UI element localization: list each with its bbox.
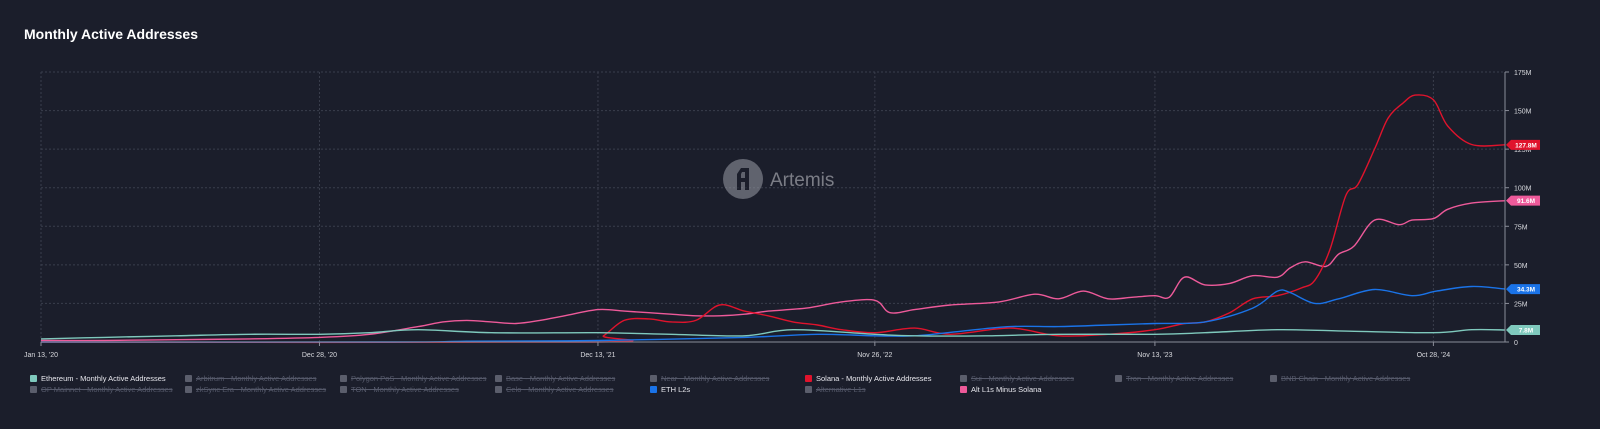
legend-label: Alternative L1s: [816, 385, 866, 394]
legend-item-ethereum-monthly-active-addresses[interactable]: Ethereum - Monthly Active Addresses: [30, 374, 166, 383]
y-tick-label: 100M: [1514, 186, 1532, 193]
end-value-badge: 7.8M: [1506, 324, 1540, 335]
x-tick-label: Dec 13, '21: [580, 352, 615, 359]
end-value-label: 7.8M: [1519, 327, 1533, 334]
line-chart: Artemis 0 25M 50M 75M 100M 125M 150M 175M Jan 13…: [24, 70, 1540, 359]
legend-item-eth-l2s[interactable]: ETH L2s: [650, 385, 690, 394]
end-value-badge: 34.3M: [1506, 284, 1540, 295]
legend-label: Ethereum - Monthly Active Addresses: [41, 374, 166, 383]
legend-item-solana-monthly-active-addresses[interactable]: Solana - Monthly Active Addresses: [805, 374, 931, 383]
end-labels: 127.8M 91.6M 34.3M 7.8M: [1506, 139, 1540, 335]
legend-swatch: [30, 386, 37, 393]
end-value-label: 34.3M: [1517, 287, 1535, 294]
legend-swatch: [340, 375, 347, 382]
chart-grid: [40, 71, 1505, 342]
y-tick-label: 125M: [1514, 147, 1532, 154]
legend-label: Arbitrum - Monthly Active Addresses: [196, 374, 317, 383]
legend-swatch: [1115, 375, 1122, 382]
x-tick-label: Nov 13, '23: [1137, 352, 1172, 359]
legend-item-ton-monthly-active-addresses[interactable]: TON - Monthly Active Addresses: [340, 385, 459, 394]
legend-label: Polygon PoS - Monthly Active Addresses: [351, 374, 487, 383]
legend-label: TON - Monthly Active Addresses: [351, 385, 459, 394]
legend-swatch: [495, 386, 502, 393]
legend-swatch: [960, 386, 967, 393]
legend-swatch: [805, 375, 812, 382]
end-value-label: 91.6M: [1517, 198, 1535, 205]
legend-label: OP Mainnet - Monthly Active Addresses: [41, 385, 173, 394]
legend-swatch: [185, 386, 192, 393]
legend-item-celo-monthly-active-addresses[interactable]: Celo - Monthly Active Addresses: [495, 385, 614, 394]
chart-axes: 0 25M 50M 75M 100M 125M 150M 175M Jan 13, '20 Dec…: [24, 70, 1532, 359]
end-value-badge-shape: [1506, 195, 1540, 206]
end-value-badge-shape: [1506, 324, 1540, 335]
legend-item-base-monthly-active-addresses[interactable]: Base - Monthly Active Addresses: [495, 374, 615, 383]
series-line-solana-monthly-active-addresses[interactable]: [40, 94, 1506, 344]
legend-swatch: [495, 375, 502, 382]
legend-item-arbitrum-monthly-active-addresses[interactable]: Arbitrum - Monthly Active Addresses: [185, 374, 316, 383]
y-tick-label: 0: [1514, 340, 1518, 347]
legend-label: zkSync Era - Monthly Active Addresses: [196, 385, 327, 394]
artemis-watermark: Artemis: [723, 159, 834, 199]
legend-label: Base - Monthly Active Addresses: [506, 374, 616, 383]
legend-item-alternative-l1s[interactable]: Alternative L1s: [805, 385, 866, 394]
legend-swatch: [340, 386, 347, 393]
legend-swatch: [650, 386, 657, 393]
legend-item-tron-monthly-active-addresses[interactable]: Tron - Monthly Active Addresses: [1115, 374, 1233, 383]
y-tick-label: 50M: [1514, 263, 1528, 270]
legend-swatch: [960, 375, 967, 382]
y-tick-label: 25M: [1514, 301, 1528, 308]
end-value-badge-shape: [1506, 139, 1540, 150]
legend-swatch: [805, 386, 812, 393]
legend-item-alt-l1s-minus-solana[interactable]: Alt L1s Minus Solana: [960, 385, 1041, 394]
y-tick-label: 75M: [1514, 224, 1528, 231]
legend-swatch: [30, 375, 37, 382]
series-line-alt-l1s-minus-solana[interactable]: [40, 200, 1506, 342]
artemis-logo-mark: [737, 168, 749, 190]
legend-item-sui-monthly-active-addresses[interactable]: Sui - Monthly Active Addresses: [960, 374, 1074, 383]
legend-label: Sui - Monthly Active Addresses: [971, 374, 1074, 383]
x-tick-label: Nov 26, '22: [857, 352, 892, 359]
legend-label: Celo - Monthly Active Addresses: [506, 385, 614, 394]
legend-item-zksync-era-monthly-active-addresses[interactable]: zkSync Era - Monthly Active Addresses: [185, 385, 326, 394]
legend-label: BNB Chain - Monthly Active Addresses: [1281, 374, 1411, 383]
legend-swatch: [1270, 375, 1277, 382]
series-lines: [40, 94, 1506, 344]
series-line-eth-l2s[interactable]: [40, 285, 1506, 343]
y-tick-label: 150M: [1514, 109, 1532, 116]
legend-swatch: [185, 375, 192, 382]
x-tick-label: Dec 28, '20: [302, 352, 337, 359]
end-value-label: 127.8M: [1515, 142, 1537, 149]
legend-swatch: [650, 375, 657, 382]
end-value-badge: 91.6M: [1506, 195, 1540, 206]
series-line-ethereum-monthly-active-addresses[interactable]: [40, 328, 1506, 340]
watermark-text: Artemis: [770, 170, 834, 191]
legend-item-polygon-pos-monthly-active-addresses[interactable]: Polygon PoS - Monthly Active Addresses: [340, 374, 487, 383]
chart-title: Monthly Active Addresses: [24, 26, 199, 42]
legend-label: Solana - Monthly Active Addresses: [816, 374, 932, 383]
legend-label: ETH L2s: [661, 385, 691, 394]
end-value-badge: 127.8M: [1506, 139, 1540, 150]
y-tick-label: 175M: [1514, 70, 1532, 77]
legend-item-op-mainnet-monthly-active-addresses[interactable]: OP Mainnet - Monthly Active Addresses: [30, 385, 173, 394]
legend-label: Near - Monthly Active Addresses: [661, 374, 770, 383]
x-tick-label: Oct 28, '24: [1417, 352, 1451, 359]
end-value-badge-shape: [1506, 284, 1540, 295]
legend-label: Tron - Monthly Active Addresses: [1126, 374, 1234, 383]
legend-label: Alt L1s Minus Solana: [971, 385, 1042, 394]
legend-item-near-monthly-active-addresses[interactable]: Near - Monthly Active Addresses: [650, 374, 769, 383]
legend-item-bnb-chain-monthly-active-addresses[interactable]: BNB Chain - Monthly Active Addresses: [1270, 374, 1410, 383]
x-tick-label: Jan 13, '20: [24, 352, 58, 359]
